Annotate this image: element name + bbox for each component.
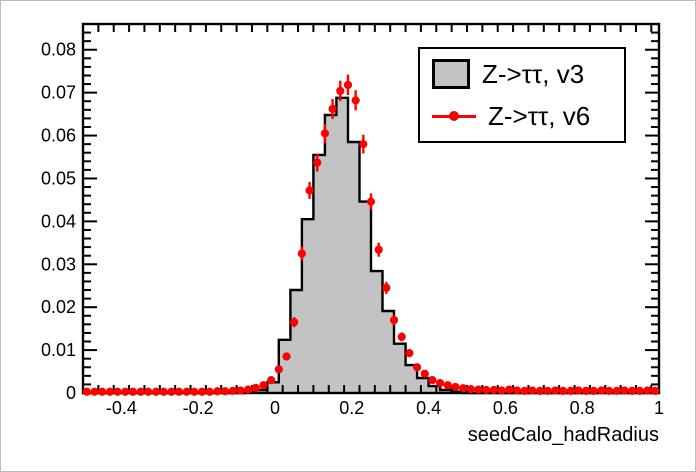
svg-text:0.02: 0.02 bbox=[41, 297, 76, 317]
x-axis-ticks bbox=[97, 24, 653, 393]
svg-text:0: 0 bbox=[66, 383, 76, 403]
plot-frame bbox=[81, 22, 661, 395]
svg-text:0.08: 0.08 bbox=[41, 40, 76, 60]
svg-text:0.6: 0.6 bbox=[493, 398, 518, 418]
red-marker-swatch-icon bbox=[432, 101, 476, 131]
x-axis-labels: -0.4 -0.2 0 0.2 0.4 0.6 0.8 1 bbox=[106, 398, 664, 418]
svg-text:-0.2: -0.2 bbox=[183, 398, 214, 418]
svg-text:-0.4: -0.4 bbox=[106, 398, 137, 418]
gray-histogram-swatch-icon bbox=[432, 59, 470, 89]
x-axis-title: seedCalo_hadRadius bbox=[468, 424, 659, 446]
svg-text:0.05: 0.05 bbox=[41, 168, 76, 188]
svg-text:0.04: 0.04 bbox=[41, 211, 76, 231]
svg-text:0.06: 0.06 bbox=[41, 126, 76, 146]
svg-text:0.01: 0.01 bbox=[41, 340, 76, 360]
legend-entry-v6: Z->ττ, v6 bbox=[432, 101, 624, 131]
y-axis-ticks bbox=[83, 31, 659, 386]
svg-text:0: 0 bbox=[270, 398, 280, 418]
svg-text:0.8: 0.8 bbox=[570, 398, 595, 418]
svg-text:0.4: 0.4 bbox=[416, 398, 441, 418]
y-axis-labels: 0 0.01 0.02 0.03 0.04 0.05 0.06 0.07 0.08 bbox=[41, 40, 76, 403]
legend-label-v6: Z->ττ, v6 bbox=[488, 101, 591, 131]
legend-label-v3: Z->ττ, v3 bbox=[482, 59, 585, 89]
svg-text:0.2: 0.2 bbox=[339, 398, 364, 418]
svg-text:0.07: 0.07 bbox=[41, 83, 76, 103]
svg-text:1: 1 bbox=[654, 398, 664, 418]
svg-text:seedCalo_hadRadius: seedCalo_hadRadius bbox=[468, 424, 659, 446]
svg-text:0.03: 0.03 bbox=[41, 254, 76, 274]
red-points-v6 bbox=[82, 74, 660, 396]
legend: Z->ττ, v3 Z->ττ, v6 bbox=[418, 47, 626, 143]
legend-entry-v3: Z->ττ, v3 bbox=[432, 59, 624, 89]
